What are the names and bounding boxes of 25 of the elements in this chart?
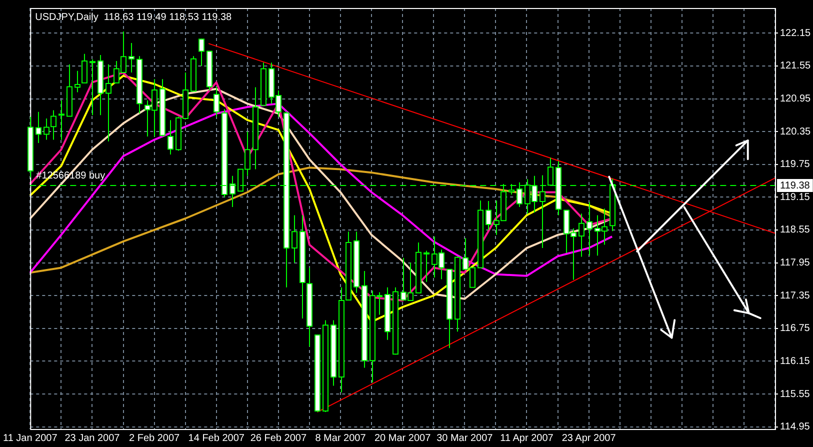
y-tick-label: 122.15 [780, 28, 812, 39]
x-tick-label: 23 Jan 2007 [64, 432, 120, 444]
y-tick-label: 120.35 [780, 126, 812, 138]
y-tick-label: 115.55 [780, 388, 810, 400]
y-tick-label: 116.15 [780, 356, 810, 367]
x-tick-label: 14 Feb 2007 [188, 432, 245, 444]
x-tick-label: 26 Feb 2007 [250, 432, 307, 444]
y-tick-label: 120.95 [780, 94, 812, 105]
x-tick-label: 11 Apr 2007 [500, 432, 554, 444]
y-tick-label: 118.55 [780, 224, 810, 236]
x-tick-label: 20 Mar 2007 [374, 432, 432, 444]
annotation: 119.38 [780, 180, 810, 192]
x-tick-label: 11 Jan 2007 [2, 432, 58, 444]
y-tick-label: 119.75 [780, 159, 810, 170]
x-tick-label: 2 Feb 2007 [128, 432, 180, 444]
chart-title: USDJPY,Daily 118.63 119.49 118.53 119.38 [35, 12, 232, 23]
y-tick-label: 121.55 [780, 60, 812, 72]
x-tick-label: 23 Apr 2007 [562, 432, 616, 444]
x-tick-label: 8 Mar 2007 [315, 432, 366, 444]
y-tick-label: 119.15 [780, 192, 810, 203]
y-tick-label: 114.95 [780, 422, 810, 433]
x-tick-label: 30 Mar 2007 [436, 432, 494, 444]
y-tick-label: 116.75 [780, 323, 810, 334]
y-tick-label: 117.35 [780, 290, 810, 302]
y-tick-label: 117.95 [780, 258, 810, 269]
